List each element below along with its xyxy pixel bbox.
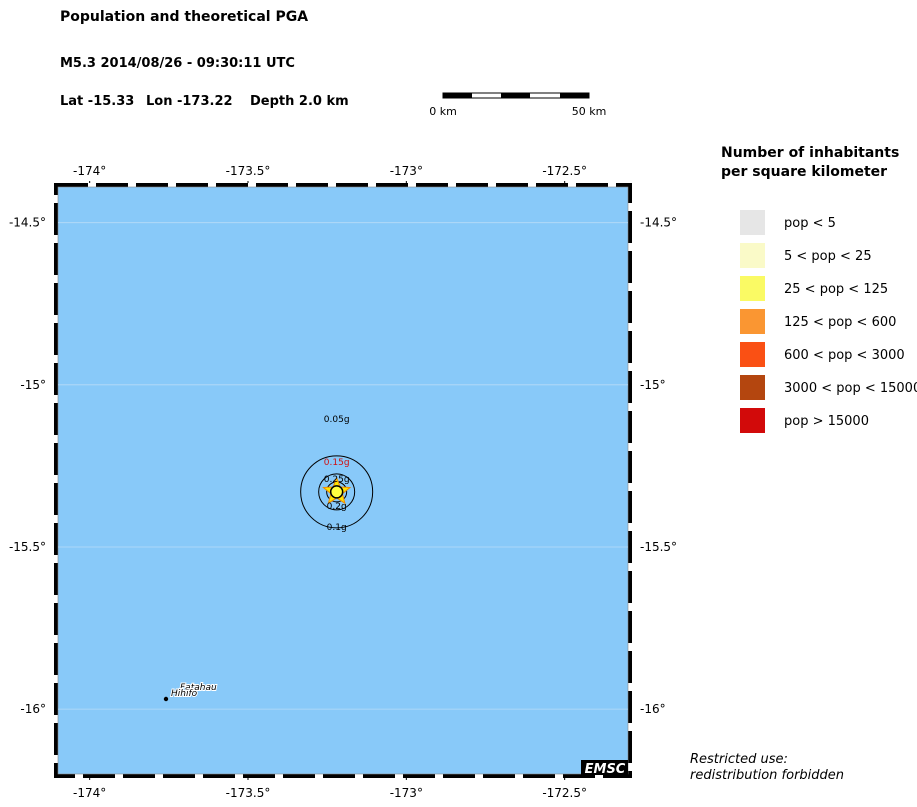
legend-label: 25 < pop < 125 (784, 282, 888, 297)
lat-label: -15° (640, 378, 666, 392)
pga-contour (300, 455, 374, 529)
scale-seg (443, 93, 472, 98)
legend-swatch (740, 375, 765, 400)
lat-label: -14.5° (640, 216, 677, 230)
lon-label: -172.5° (542, 786, 587, 800)
sea (58, 187, 628, 774)
frame (54, 183, 632, 778)
footer: redistribution forbidden (690, 768, 844, 783)
legend-label: 125 < pop < 600 (784, 315, 896, 330)
contour-label: 0.05g (324, 415, 350, 425)
place-name: Hihifo (171, 689, 198, 699)
legend-title: Number of inhabitants (721, 145, 899, 161)
legend-title: per square kilometer (721, 164, 887, 180)
legend-swatch (740, 342, 765, 367)
depth: Depth 2.0 km (250, 94, 349, 109)
lat-label: -16° (20, 702, 46, 716)
lon-label: -173° (390, 164, 423, 178)
lon-label: -174° (73, 786, 106, 800)
place-dot (163, 696, 169, 702)
place-name: Fatahau (180, 683, 217, 693)
scale-start: 0 km (429, 105, 457, 118)
title: Population and theoretical PGA (60, 9, 308, 25)
legend-label: pop > 15000 (784, 414, 869, 429)
lon-label: -174° (73, 164, 106, 178)
legend-swatch (740, 309, 765, 334)
lon-label: -173.5° (226, 164, 271, 178)
lat-label: -14.5° (9, 216, 46, 230)
scale-seg (501, 93, 530, 98)
legend-label: pop < 5 (784, 216, 836, 231)
scale-bar: 0 km 50 km (429, 92, 607, 118)
legend-swatch (740, 276, 765, 301)
lat-label: -15.5° (9, 540, 46, 554)
scale-end: 50 km (572, 105, 607, 118)
lat-label: -16° (640, 702, 666, 716)
scale-seg (560, 93, 589, 98)
frame-inner (57, 186, 629, 775)
legend-label: 600 < pop < 3000 (784, 348, 905, 363)
event: M5.3 2014/08/26 - 09:30:11 UTC (60, 56, 295, 71)
lon-label: -172.5° (542, 164, 587, 178)
contour-label: 0.1g (327, 523, 347, 533)
lon: Lon -173.22 (146, 94, 233, 109)
contour-label: 0.25g (324, 475, 350, 485)
footer: Restricted use: (690, 752, 788, 767)
contour-label: 0.15g (324, 458, 350, 468)
legend-swatch (740, 408, 765, 433)
epicenter-core (329, 485, 344, 499)
pga-contour (318, 473, 356, 511)
legend-label: 3000 < pop < 15000 (784, 381, 917, 396)
lon-label: -173° (390, 786, 423, 800)
legend-swatch (740, 210, 765, 235)
legend-swatch (740, 243, 765, 268)
lon-label: -173.5° (226, 786, 271, 800)
lat: Lat -15.33 (60, 94, 134, 109)
logo: EMSC (585, 762, 626, 777)
lat-label: -15.5° (640, 540, 677, 554)
legend-label: 5 < pop < 25 (784, 249, 872, 264)
contour-label: 0.2g (327, 502, 347, 512)
lat-label: -15° (20, 378, 46, 392)
logo-box (581, 760, 628, 775)
